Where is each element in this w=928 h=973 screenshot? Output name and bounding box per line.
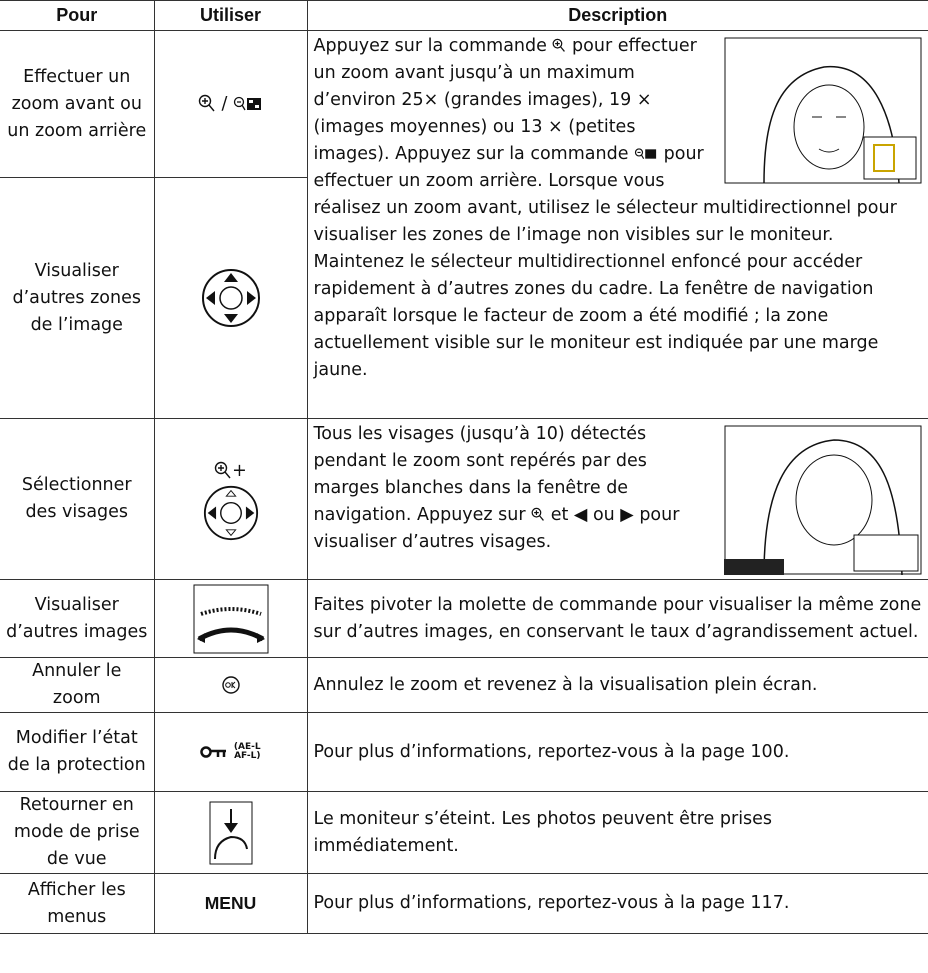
multi-selector-icon xyxy=(203,485,258,540)
description: Pour plus d’informations, reportez-vous … xyxy=(306,873,928,934)
description: Faites pivoter la molette de commande po… xyxy=(306,579,928,658)
row: Visualiser d’autres zones de l’image xyxy=(0,177,928,419)
row: Visualiser d’autres images Faites pivote… xyxy=(0,579,928,658)
zoom-in-icon xyxy=(214,461,231,478)
text: pour effectuer un zoom avant jusqu’à un … xyxy=(313,36,697,164)
table: Pour Utiliser Description Effectuer un z… xyxy=(0,0,928,934)
dial-icon xyxy=(193,584,268,653)
zoom-in-icon xyxy=(531,507,545,521)
zoom-out-icon xyxy=(233,96,262,110)
pour: Retourner en mode de prise de vue xyxy=(0,791,155,874)
zoom-out-icon xyxy=(634,148,657,159)
pour: Visualiser d’autres zones de l’image xyxy=(0,177,155,419)
description: Le moniteur s’éteint. Les photos peuvent… xyxy=(306,791,928,874)
header-cell: Description xyxy=(306,0,928,31)
shutter-icon xyxy=(209,801,252,864)
zoom-in-icon xyxy=(198,94,215,111)
zoom-in-icon xyxy=(553,38,566,52)
utiliser: + xyxy=(153,418,308,580)
row: Effectuer un zoom avant ou un zoom arriè… xyxy=(0,30,928,419)
row: Sélectionner des visages + Tous les visa… xyxy=(0,418,928,580)
row: Annuler le zoom Annulez le zoom et reven… xyxy=(0,657,928,713)
ok-icon xyxy=(221,675,240,694)
utiliser xyxy=(153,657,308,713)
header-cell: Utiliser xyxy=(153,0,308,31)
text: Tous les visages (jusqu’à 10) détectés p… xyxy=(313,424,647,525)
description: Appuyez sur la commande pour effectuer u… xyxy=(306,30,928,419)
af-l: AF-L xyxy=(234,750,257,761)
zoom-photo xyxy=(724,37,922,184)
row: Retourner en mode de prise de vue Le mon… xyxy=(0,791,928,874)
utiliser xyxy=(153,579,308,658)
utiliser: (AE-L AF-L) xyxy=(153,712,308,792)
pour: Sélectionner des visages xyxy=(0,418,155,580)
pour: Annuler le zoom xyxy=(0,657,155,713)
multi-selector-icon xyxy=(201,269,260,327)
plus: + xyxy=(232,460,247,481)
text: pour effectuer un zoom arrière. Lorsque … xyxy=(313,144,897,380)
utiliser xyxy=(153,177,307,419)
utiliser: / xyxy=(153,30,308,178)
pour: Modifier l’état de la protection xyxy=(0,712,155,792)
faces-photo xyxy=(724,425,922,575)
protect-icon xyxy=(200,745,227,758)
description: Tous les visages (jusqu’à 10) détectés p… xyxy=(306,418,928,580)
pour: Effectuer un zoom avant ou un zoom arriè… xyxy=(0,30,155,178)
pour: Afficher les menus xyxy=(0,873,155,934)
row: Afficher les menus MENU Pour plus d’info… xyxy=(0,873,928,934)
description: Pour plus d’informations, reportez-vous … xyxy=(306,712,928,792)
row: Modifier l’état de la protection (AE-L AF… xyxy=(0,712,928,792)
text: et ◀ ou ▶ pour visualiser d’autres visag… xyxy=(313,505,680,552)
text: Appuyez sur la commande xyxy=(313,36,547,56)
header-row: Pour Utiliser Description xyxy=(0,0,928,31)
header-cell: Pour xyxy=(0,0,155,31)
ae-l: AE-L xyxy=(238,741,261,752)
utiliser xyxy=(153,791,308,874)
ae-af-lock: (AE-L AF-L) xyxy=(233,741,261,761)
pour: Visualiser d’autres images xyxy=(0,579,155,658)
description: Annulez le zoom et revenez à la visualis… xyxy=(306,657,928,713)
separator: / xyxy=(221,93,228,114)
utiliser: MENU xyxy=(153,873,308,934)
